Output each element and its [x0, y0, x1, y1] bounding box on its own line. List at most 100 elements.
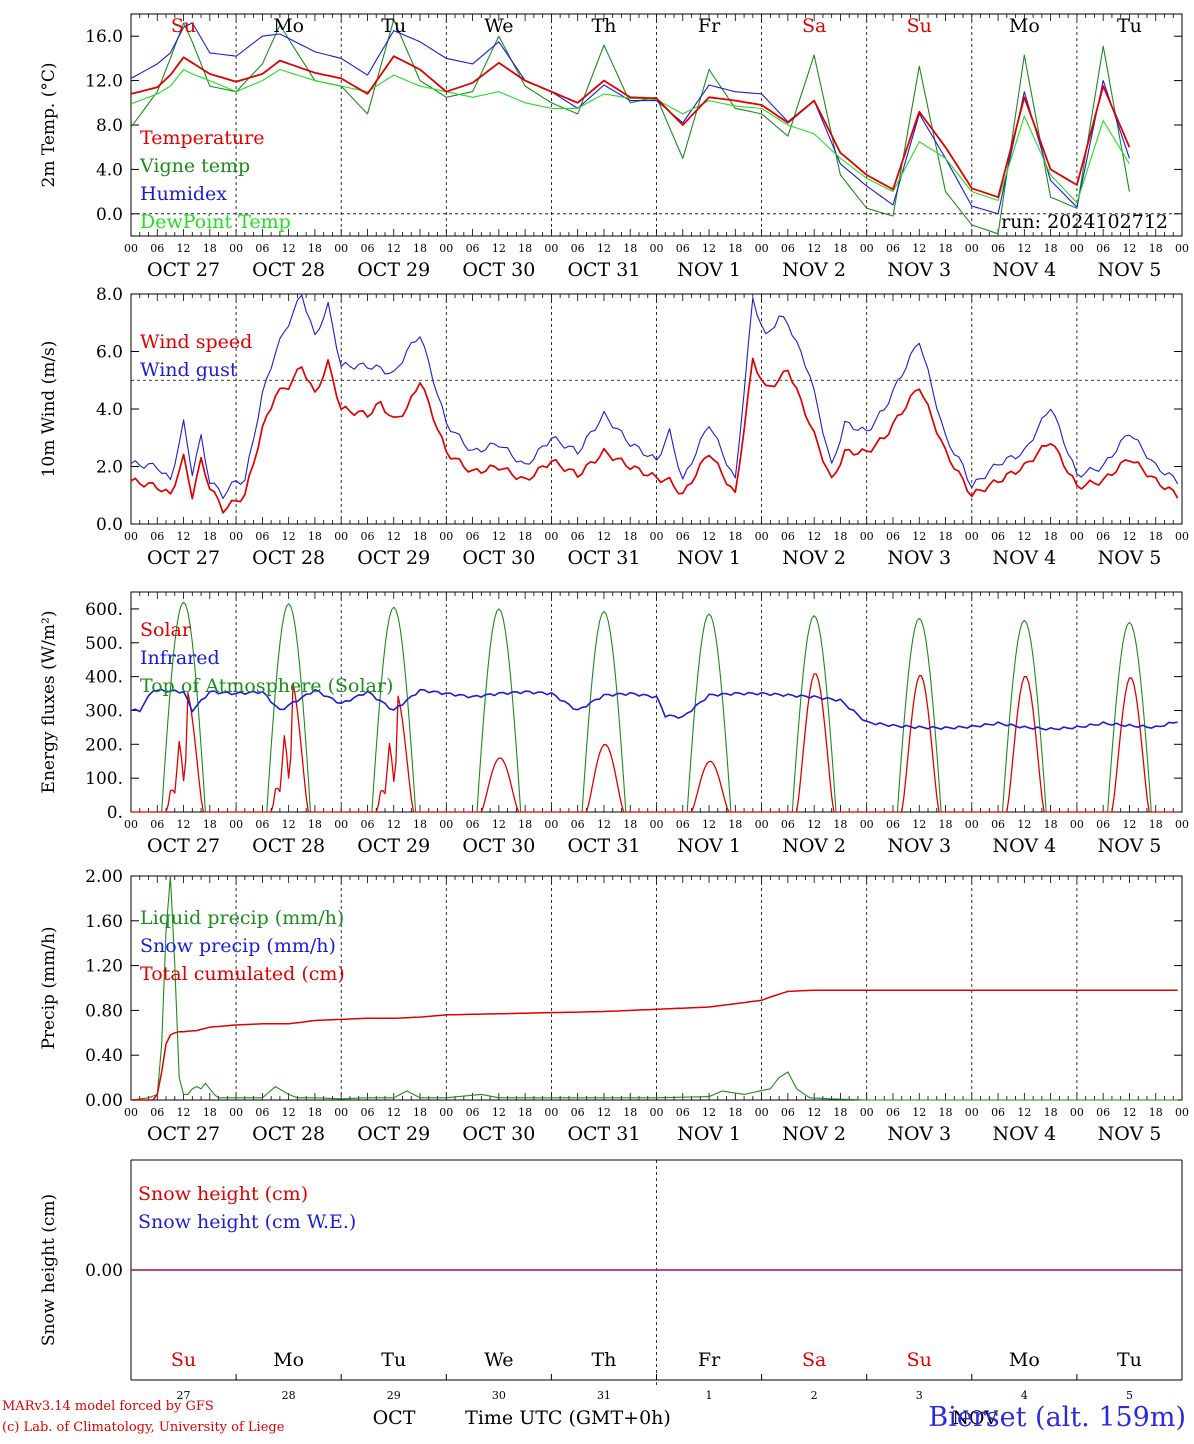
hour-tick-label: 06 [466, 1106, 480, 1119]
solar-line [131, 673, 1178, 813]
y-tick-label: 2.0 [96, 458, 123, 478]
hour-tick-label: 12 [1122, 1106, 1136, 1119]
day-name-label: Fr [698, 1349, 721, 1371]
y-tick-label: 0.40 [85, 1046, 123, 1066]
hour-tick-label: 06 [1096, 1106, 1110, 1119]
date-label: NOV 1 [677, 835, 741, 857]
hour-tick-label: 06 [360, 242, 374, 255]
hour-tick-label: 12 [282, 530, 296, 543]
hour-tick-label: 00 [334, 818, 348, 831]
hour-tick-label: 18 [623, 818, 637, 831]
y-tick-label: 2.00 [85, 867, 123, 887]
hour-tick-label: 18 [518, 530, 532, 543]
hour-tick-label: 12 [597, 530, 611, 543]
x-axis-label: Time UTC (GMT+0h) [465, 1407, 671, 1429]
day-name-label: Su [907, 15, 932, 37]
day-number-label: 2 [811, 1389, 818, 1402]
date-label: OCT 30 [462, 1123, 535, 1145]
y-tick-label: 8.0 [96, 285, 123, 305]
day-name-label: Mo [1009, 1349, 1040, 1371]
y-tick-label: 0.80 [85, 1001, 123, 1021]
hour-tick-label: 00 [124, 242, 138, 255]
day-number-label: 30 [492, 1389, 506, 1402]
hour-tick-label: 18 [518, 818, 532, 831]
hour-tick-label: 12 [282, 242, 296, 255]
date-label: OCT 27 [147, 835, 220, 857]
hour-tick-label: 00 [544, 530, 558, 543]
hour-tick-label: 18 [833, 530, 847, 543]
legend-entry: Vigne temp [139, 155, 250, 177]
day-number-label: 29 [387, 1389, 401, 1402]
y-tick-label: 1.20 [85, 957, 123, 977]
hour-tick-label: 00 [229, 818, 243, 831]
date-label: NOV 3 [887, 547, 951, 569]
hour-tick-label: 18 [728, 242, 742, 255]
y-tick-label: 6.0 [96, 343, 123, 363]
day-number-label: 31 [597, 1389, 611, 1402]
legend-entry: Wind speed [140, 331, 252, 353]
date-label: NOV 2 [782, 835, 846, 857]
hour-tick-label: 00 [544, 818, 558, 831]
wind-series-line [130, 294, 1179, 499]
day-name-label: Th [591, 15, 616, 37]
hour-tick-label: 18 [413, 242, 427, 255]
hour-tick-label: 12 [492, 818, 506, 831]
legend-entry: Infrared [140, 647, 220, 669]
hour-tick-label: 06 [466, 242, 480, 255]
day-name-label: Mo [1009, 15, 1040, 37]
hour-tick-label: 00 [965, 818, 979, 831]
day-name-label: We [484, 1349, 513, 1371]
y-tick-label: 500. [85, 634, 123, 654]
hour-tick-label: 18 [1044, 1106, 1058, 1119]
date-label: NOV 1 [677, 547, 741, 569]
hour-tick-label: 12 [282, 818, 296, 831]
day-number-label: 4 [1021, 1389, 1028, 1402]
y-tick-label: 4.0 [96, 400, 123, 420]
hour-tick-label: 12 [387, 818, 401, 831]
temp-series-line [130, 22, 1130, 215]
y-tick-label: 0.00 [85, 1091, 123, 1111]
day-name-label: Sa [802, 1349, 826, 1371]
hour-tick-label: 18 [623, 1106, 637, 1119]
hour-tick-label: 06 [571, 1106, 585, 1119]
infrared-line [130, 688, 1178, 731]
hour-tick-label: 18 [728, 530, 742, 543]
hour-tick-label: 12 [702, 1106, 716, 1119]
hour-tick-label: 06 [150, 242, 164, 255]
y-tick-label: 0. [107, 803, 123, 823]
hour-tick-label: 18 [939, 530, 953, 543]
hour-tick-label: 06 [991, 818, 1005, 831]
hour-tick-label: 18 [1149, 818, 1163, 831]
date-label: NOV 1 [677, 259, 741, 281]
hour-tick-label: 06 [571, 242, 585, 255]
hour-tick-label: 00 [229, 530, 243, 543]
hour-tick-label: 06 [991, 242, 1005, 255]
hour-tick-label: 12 [387, 530, 401, 543]
y-tick-label: 8.0 [96, 116, 123, 136]
hour-tick-label: 00 [1070, 242, 1084, 255]
hour-tick-label: 06 [150, 818, 164, 831]
day-name-label: Su [171, 1349, 196, 1371]
y-axis-label: Snow height (cm) [39, 1194, 59, 1346]
date-label: OCT 28 [252, 835, 325, 857]
hour-tick-label: 06 [360, 818, 374, 831]
hour-tick-label: 00 [650, 818, 664, 831]
hour-tick-label: 12 [177, 818, 191, 831]
date-label: OCT 27 [147, 547, 220, 569]
hour-tick-label: 06 [886, 530, 900, 543]
hour-tick-label: 18 [413, 818, 427, 831]
hour-tick-label: 12 [1122, 242, 1136, 255]
hour-tick-label: 12 [912, 818, 926, 831]
day-name-label: Su [171, 15, 196, 37]
hour-tick-label: 00 [965, 530, 979, 543]
hour-tick-label: 12 [912, 242, 926, 255]
hour-tick-label: 06 [360, 1106, 374, 1119]
hour-tick-label: 06 [676, 1106, 690, 1119]
day-name-label: Th [591, 1349, 616, 1371]
hour-tick-label: 06 [1096, 530, 1110, 543]
temp-series-line [130, 19, 1130, 235]
hour-tick-label: 12 [807, 1106, 821, 1119]
hour-tick-label: 12 [1017, 530, 1031, 543]
